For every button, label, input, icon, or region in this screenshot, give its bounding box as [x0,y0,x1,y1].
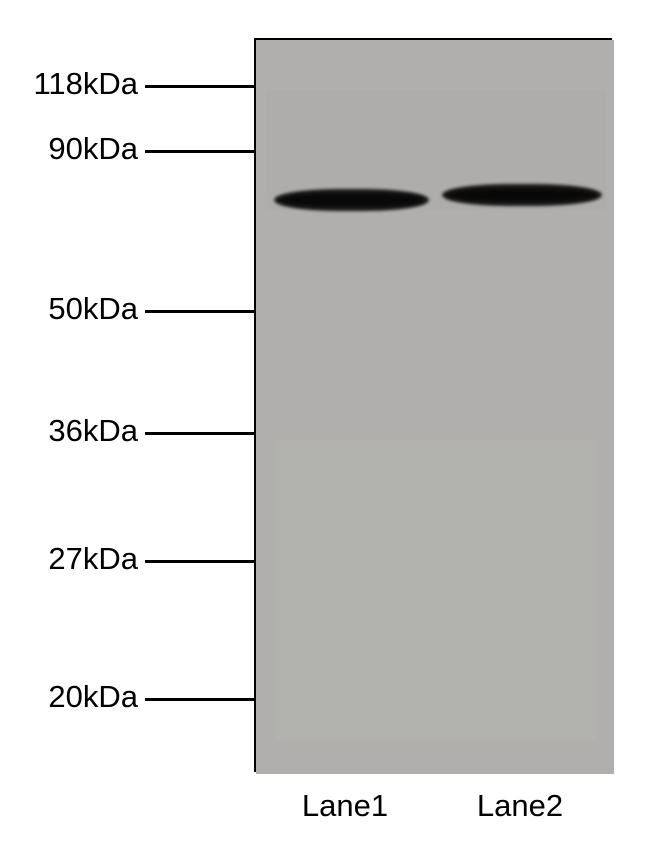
ladder-tick [145,310,254,313]
western-blot-figure: 118kDa 90kDa 50kDa 36kDa 27kDa 20kDa [0,0,650,864]
ladder-label: 27kDa [8,541,138,577]
ladder-label: 90kDa [8,131,138,167]
lane-label: Lane1 [295,788,395,824]
ladder-tick [145,85,254,88]
ladder-label: 20kDa [8,679,138,715]
ladder-label: 118kDa [8,66,138,102]
protein-band-lane1-shadow [278,193,425,207]
ladder-label: 36kDa [8,413,138,449]
lane-label: Lane2 [470,788,570,824]
ladder-tick [145,432,254,435]
ladder-tick [145,560,254,563]
blot-background-svg [256,40,614,774]
protein-band-lane2-shadow [446,188,598,202]
ladder-tick [145,698,254,701]
ladder-tick [145,150,254,153]
ladder-label: 50kDa [8,291,138,327]
blot-membrane [254,38,612,772]
